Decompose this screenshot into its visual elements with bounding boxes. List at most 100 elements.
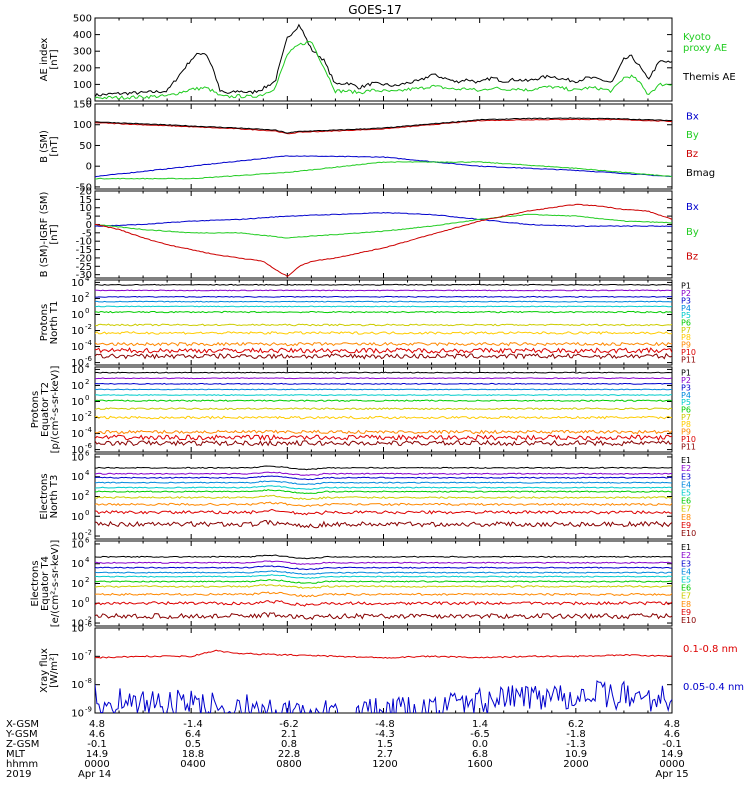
ephemeris-value: 0000: [659, 759, 684, 770]
series-group: [95, 23, 672, 100]
legend-entry: P2: [681, 289, 691, 298]
ephemeris-value: 2.1: [281, 729, 297, 740]
y-tick-label: -10: [76, 237, 92, 248]
y-tick-label: 10: [71, 278, 84, 289]
series-e7: [95, 494, 672, 500]
ephemeris-row-label: Y-GSM: [5, 729, 38, 740]
y-tick-label: 0: [86, 162, 92, 173]
y-tick-label: 100: [73, 80, 92, 91]
y-tick-label: 10: [71, 358, 84, 369]
y-tick-label: 10: [71, 397, 84, 408]
series-e10: [95, 519, 672, 529]
legend-entry: E5: [681, 488, 691, 497]
ephemeris-value: 10.9: [565, 749, 587, 760]
legend-entry: E3: [681, 559, 691, 568]
ephemeris-value: 4.8: [664, 719, 680, 730]
series-p9: [95, 429, 672, 435]
legend-entry: E1: [681, 456, 691, 465]
series-p7: [95, 323, 672, 327]
legend-entry: E8: [681, 513, 691, 522]
y-tick-label: 10: [71, 492, 84, 503]
y-tick-exponent: 4: [85, 469, 90, 477]
y-tick-label: 150: [73, 100, 92, 111]
y-tick-exponent: -2: [85, 616, 92, 624]
series-e10: [95, 612, 672, 621]
series-p3: [95, 382, 672, 385]
y-tick-label: 10: [71, 619, 84, 630]
y-tick-label: -30: [76, 270, 92, 281]
legend-entry: 0.1-0.8 nm: [683, 644, 738, 655]
series-p6: [95, 399, 672, 402]
y-tick-label: 10: [71, 652, 84, 663]
legend-entry: E1: [681, 543, 691, 552]
legend-entry: E7: [681, 592, 691, 601]
panel-b_sm: -50 0 50 100 150 B (SM) [nT] Bx By Bz Bmag: [39, 100, 715, 194]
series-e5: [95, 485, 672, 490]
legend-entry: proxy AE: [683, 43, 727, 54]
legend-entry: P10: [681, 435, 696, 444]
panel-frame: [94, 190, 673, 279]
y-tick-label: -15: [76, 245, 92, 256]
series-p11: [95, 352, 672, 360]
y-tick-exponent: 4: [85, 362, 90, 370]
ephemeris-value: 1600: [467, 759, 492, 770]
ephemeris-value: 0400: [180, 759, 205, 770]
legend-entry: E2: [681, 464, 691, 473]
ephemeris-value: 0.5: [185, 739, 201, 750]
legend-entry: P11: [681, 442, 696, 451]
legend-entry: E5: [681, 575, 691, 584]
legend-entry: Bz: [686, 149, 698, 160]
panel-frame: [94, 103, 673, 190]
series-e9: [95, 508, 672, 516]
ephemeris-value: -0.1: [662, 739, 682, 750]
legend-entry: E6: [681, 497, 691, 506]
legend: Bx By Bz Bmag: [686, 111, 715, 179]
series-e6: [95, 579, 672, 584]
ephemeris-value: 4.8: [89, 719, 105, 730]
legend-entry: E8: [681, 600, 691, 609]
series-e8: [95, 591, 672, 598]
legend-entry: P11: [681, 355, 696, 364]
legend-entry: E6: [681, 584, 691, 593]
ephemeris-row-label: hhmm: [6, 759, 38, 770]
y-tick-exponent: -8: [85, 677, 92, 685]
series-group: [95, 649, 672, 713]
y-tick-label: 10: [71, 539, 84, 550]
legend-entry: P4: [681, 391, 691, 400]
series-p10: [95, 434, 672, 442]
ephemeris-value: -6.5: [470, 729, 490, 740]
y-tick-exponent: 0: [85, 596, 89, 604]
y-tick-exponent: -2: [85, 323, 92, 331]
ephemeris-value: Apr 14: [78, 769, 111, 780]
series-e2: [95, 560, 672, 565]
y-tick-exponent: 0: [85, 394, 89, 402]
y-tick-label: 200: [73, 63, 92, 74]
y-axis-label: Equator T2: [40, 382, 51, 437]
y-axis-label: [nT]: [49, 224, 60, 244]
ephemeris-value: 0800: [276, 759, 301, 770]
series-group: [95, 371, 672, 447]
legend-entry: P3: [681, 383, 691, 392]
y-tick-label: 10: [71, 429, 84, 440]
y-tick-label: 10: [79, 203, 92, 214]
y-tick-label: 10: [71, 365, 84, 376]
legend-entry: E2: [681, 551, 691, 560]
ephemeris-value: Apr 15: [655, 769, 688, 780]
y-tick-label: 10: [71, 709, 84, 720]
ephemeris-value: 0.8: [281, 739, 297, 750]
series-e5: [95, 574, 672, 579]
y-tick-label: -5: [82, 228, 92, 239]
y-tick-exponent: -6: [85, 621, 93, 629]
y-tick-label: 15: [79, 195, 92, 206]
series-bz: [95, 118, 672, 135]
ephemeris-value: 6.4: [185, 729, 201, 740]
legend-entry: Kyoto: [683, 32, 711, 43]
ephemeris-value: 4.6: [89, 729, 105, 740]
series-e4: [95, 480, 672, 485]
legend-entry: P5: [681, 398, 691, 407]
series-e2: [95, 471, 672, 476]
